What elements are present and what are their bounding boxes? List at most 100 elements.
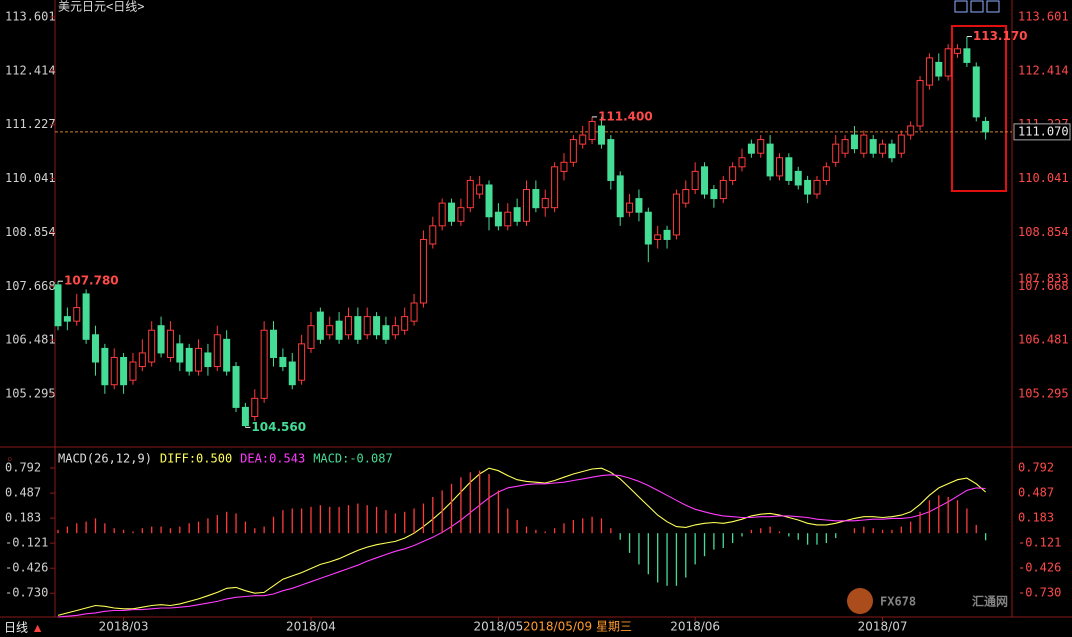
toolbar-icons — [954, 0, 1000, 13]
cursor-date-label: 2018/05/09 星期三 — [523, 620, 632, 634]
candle-body — [91, 334, 99, 363]
candle-body — [204, 352, 212, 368]
y-tick-label: 113.601 — [5, 9, 56, 23]
candle-body — [635, 198, 643, 213]
watermark-text: FX678 — [880, 595, 916, 609]
candle-body — [523, 189, 530, 222]
candle-body — [832, 143, 840, 163]
candle-body — [954, 48, 962, 54]
icon-button[interactable] — [986, 0, 1000, 13]
candle-body — [110, 356, 118, 386]
y-tick-label: 105.295 — [5, 387, 56, 401]
y-tick-label-right: 110.041 — [1018, 171, 1069, 185]
candle-body — [644, 211, 652, 245]
candle-body — [897, 134, 905, 154]
candle-body — [494, 211, 502, 227]
y-tick-label: 111.227 — [5, 117, 56, 131]
candle-body — [354, 316, 362, 340]
candle-body — [120, 356, 128, 386]
candle-body — [719, 179, 727, 200]
period-arrow[interactable]: ▲ — [34, 621, 42, 635]
candle-body — [916, 80, 924, 127]
price-annotation: 107.780 — [64, 274, 119, 288]
candle-body — [129, 361, 137, 381]
candle-body — [485, 184, 493, 218]
price-annotation: 104.560 — [251, 420, 306, 434]
y-tick-label-right: 105.295 — [1018, 387, 1069, 401]
candle-body — [579, 134, 587, 145]
candle-body — [185, 347, 193, 372]
candle-body — [626, 202, 634, 213]
candle-body — [841, 139, 849, 154]
macd-tick-label: 0.487 — [5, 486, 41, 500]
candle-body — [860, 134, 868, 154]
candle-body — [569, 139, 577, 163]
candle-body — [944, 48, 952, 77]
candle-body — [457, 207, 465, 222]
candle-body — [298, 343, 306, 381]
macd-tick-label-right: -0.730 — [1018, 586, 1061, 600]
candle-body — [429, 225, 437, 245]
candle-body — [822, 166, 830, 181]
candle-body — [148, 329, 156, 363]
candle-body — [691, 170, 699, 191]
last-price-box — [1013, 123, 1071, 141]
price-annotation: 111.400 — [598, 109, 653, 123]
candle-body — [195, 347, 203, 372]
candle-body — [251, 397, 259, 417]
y-tick-label-right: 112.414 — [1018, 63, 1069, 77]
candle-body — [513, 207, 521, 222]
candle-body — [448, 202, 456, 222]
candle-body — [963, 48, 971, 63]
candle-body — [925, 57, 933, 86]
macd-tick-label: -0.426 — [5, 561, 48, 575]
candle-body — [466, 179, 474, 209]
candle-body — [138, 352, 146, 368]
candle-body — [363, 316, 371, 336]
macd-line — [57, 474, 986, 618]
candle-body — [560, 161, 568, 172]
candle-body — [541, 198, 549, 209]
icon-button[interactable] — [954, 0, 968, 13]
candle-body — [344, 316, 352, 336]
candle-body — [850, 134, 858, 150]
icon-button[interactable] — [970, 0, 984, 13]
chart-title: 美元日元<日线> — [58, 0, 144, 14]
macd-tick-label: -0.121 — [5, 536, 48, 550]
candle-body — [616, 175, 624, 218]
candle-body — [710, 189, 718, 200]
y-tick-label: 112.414 — [5, 63, 56, 77]
macd-tick-label-right: 0.487 — [1018, 486, 1054, 500]
macd-tick-label-right: 0.183 — [1018, 511, 1054, 525]
candle-body — [176, 343, 184, 363]
watermark: FX678 汇通网 — [847, 588, 1008, 614]
y-tick-label-right: 108.854 — [1018, 225, 1069, 239]
candle-body — [654, 234, 662, 240]
period-button[interactable]: 日线 — [4, 621, 28, 635]
candle-body — [672, 193, 680, 236]
macd-tick-label: 0.792 — [5, 461, 41, 475]
candle-body — [804, 179, 812, 195]
candle-body — [438, 202, 446, 227]
macd-line — [57, 467, 986, 616]
candle-body — [279, 356, 287, 368]
candle-body — [701, 166, 709, 195]
candle-body — [232, 366, 240, 408]
candle-body — [260, 329, 268, 399]
candle-body — [307, 325, 315, 349]
candle-body — [335, 320, 343, 340]
candle-body — [729, 166, 737, 181]
candle-body — [166, 329, 174, 358]
candle-body — [288, 361, 296, 386]
candle-body — [747, 143, 755, 154]
candle-body — [972, 66, 980, 118]
candle-body — [738, 157, 746, 168]
candle-body — [794, 170, 802, 186]
watermark-text: 汇通网 — [972, 594, 1008, 609]
candle-body — [241, 406, 249, 427]
candle-body — [157, 325, 165, 354]
x-tick-label: 2018/06 — [670, 620, 720, 634]
macd-tick-label: -0.730 — [5, 586, 48, 600]
y-tick-label: 106.481 — [5, 333, 56, 347]
